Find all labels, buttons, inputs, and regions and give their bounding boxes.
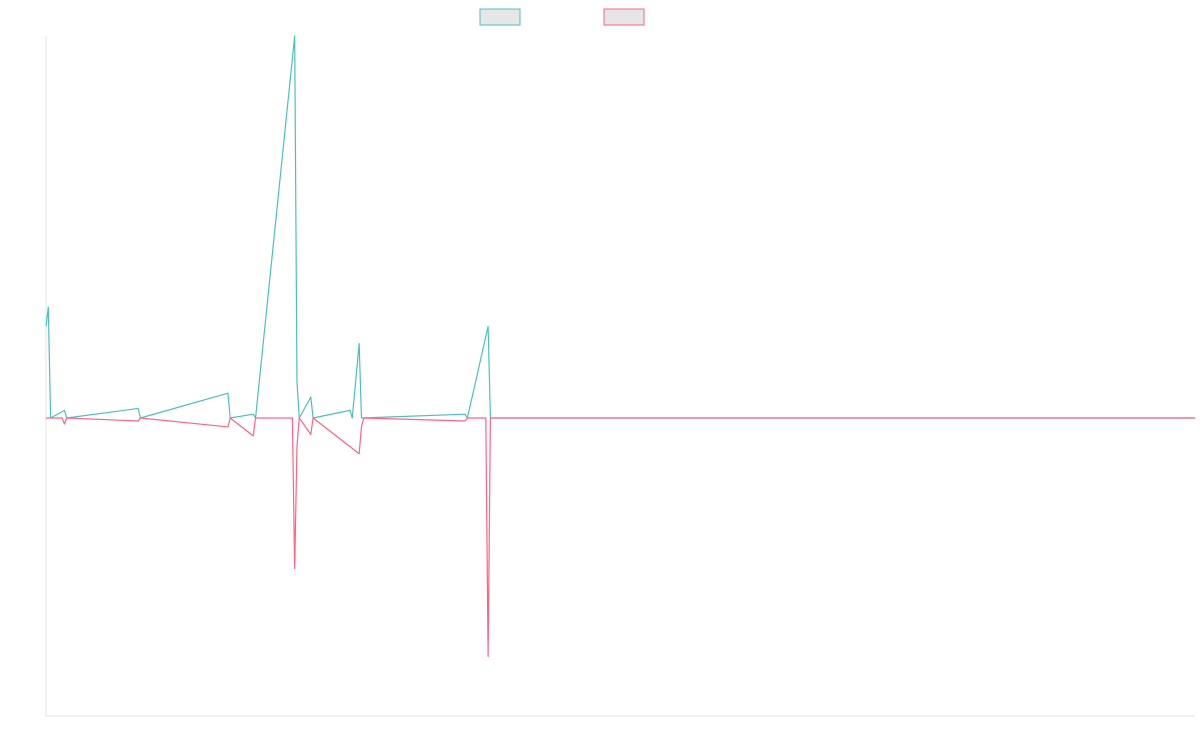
legend-swatch-1[interactable] [479,8,521,26]
chart-legend [479,8,645,26]
series-line-2 [46,417,1195,657]
series-line-1 [45,35,1195,419]
chart-axes [45,36,1195,717]
series-layer [45,35,1195,657]
legend-swatch-2[interactable] [603,8,645,26]
